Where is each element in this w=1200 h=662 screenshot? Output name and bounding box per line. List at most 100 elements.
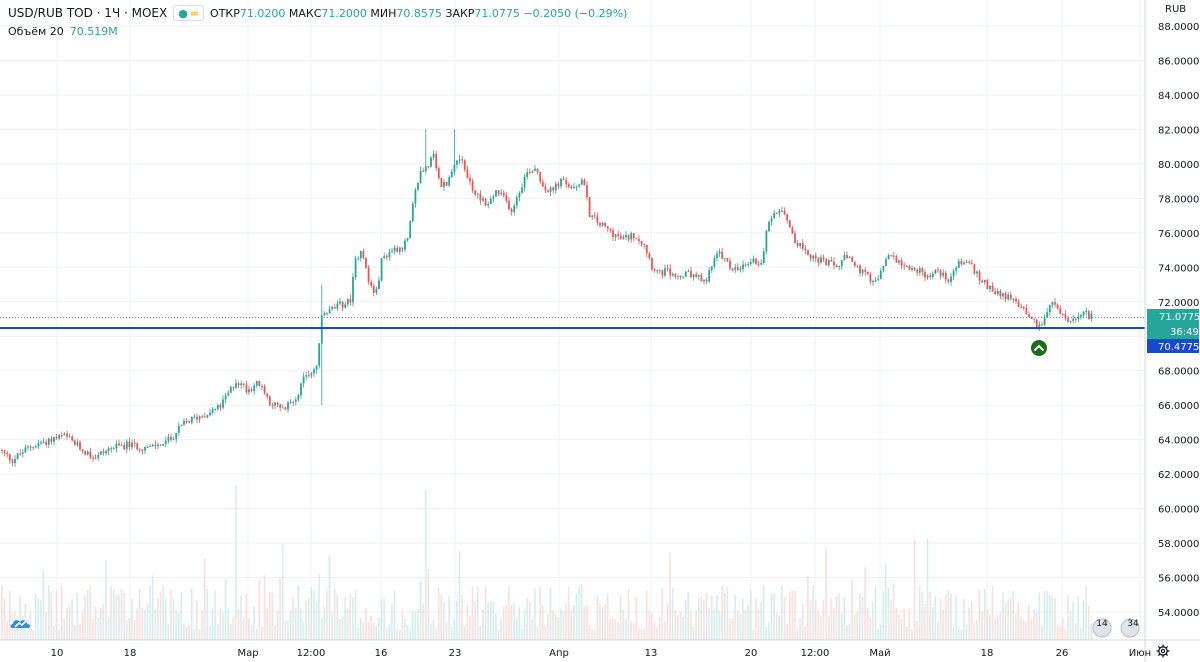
volume-bar (198, 629, 201, 640)
volume-bar (37, 598, 40, 640)
volume-bar (562, 611, 565, 640)
volume-bar (445, 622, 448, 640)
candle-body (601, 222, 604, 226)
candle-body (614, 234, 617, 238)
volume-bar (825, 548, 827, 640)
volume-bar (682, 617, 684, 640)
volume-bar (627, 589, 630, 640)
candle-body (827, 260, 830, 266)
candle-body (565, 179, 568, 185)
volume-bar (872, 602, 874, 640)
candle-body (1043, 317, 1046, 326)
volume-bar (227, 608, 229, 640)
time-tick-label: 23 (449, 648, 462, 659)
candle-body (947, 279, 950, 282)
volume-bar (170, 589, 172, 640)
volume-bar (723, 593, 726, 640)
volume-bar (482, 609, 484, 640)
candle-body (94, 457, 97, 459)
volume-bar (978, 590, 981, 640)
volume-bar (281, 544, 284, 640)
price-tick-label: 60.0000 (1158, 505, 1199, 516)
volume-bar (718, 610, 721, 640)
volume-bar (713, 609, 716, 640)
candle-body (521, 187, 523, 193)
volume-bar (430, 623, 432, 640)
candle-body (489, 198, 492, 204)
candle-body (921, 268, 924, 272)
candle-body (822, 257, 825, 260)
volume-bar (908, 607, 911, 640)
candle-body (955, 267, 958, 271)
symbol-title[interactable]: USD/RUB TOD · 1Ч · MOEX (8, 6, 168, 20)
candle-body (42, 441, 45, 443)
candle-body (900, 260, 903, 266)
candle-body (708, 270, 711, 282)
candle-body (3, 450, 6, 453)
volume-bar (302, 622, 305, 640)
session-icon: ≈ (189, 6, 200, 20)
settings-gear-icon[interactable] (1156, 644, 1170, 658)
candle-body (172, 439, 175, 441)
candle-body (180, 424, 183, 426)
volume-bar (747, 604, 749, 640)
volume-bar (323, 606, 326, 640)
volume-bar (762, 585, 765, 640)
volume-bar (536, 626, 539, 640)
candle-body (383, 256, 386, 259)
candle-body (752, 258, 755, 263)
candle-body (547, 190, 549, 192)
candle-body (656, 270, 659, 272)
volume-bar (736, 609, 739, 640)
time-tick-label: 10 (51, 648, 64, 659)
candle-body (289, 401, 292, 403)
candle-body (1067, 318, 1069, 322)
volume-bar (471, 586, 474, 640)
volume-bar (973, 623, 976, 640)
candle-body (45, 441, 48, 445)
volume-bar (133, 619, 136, 640)
candle-body (531, 170, 534, 173)
candle-body (692, 274, 695, 278)
volume-bar (929, 591, 931, 640)
candle-body (674, 273, 677, 277)
candle-body (562, 178, 565, 180)
candle-body (762, 251, 765, 263)
candle-body (393, 247, 396, 252)
candle-body (791, 227, 794, 234)
volume-bar (614, 618, 617, 640)
volume-bar (1041, 624, 1043, 640)
tradingview-logo-icon[interactable] (10, 616, 32, 632)
price-tick-label: 80.0000 (1158, 160, 1199, 171)
candle-body (645, 244, 648, 254)
time-tick-label: Апр (549, 648, 569, 659)
volume-bar (411, 610, 414, 640)
candle-body (812, 255, 815, 259)
volume-bar (271, 592, 274, 640)
price-badge-countdown: 36:49 (1170, 327, 1199, 338)
candle-body (37, 443, 40, 447)
volume-bar (406, 625, 409, 640)
candle-body (1, 449, 3, 451)
candle-body (796, 243, 799, 247)
candle-body (768, 221, 770, 232)
candle-body (144, 446, 146, 451)
volume-bar (172, 598, 175, 640)
volume-bar (705, 592, 708, 640)
candle-body (950, 276, 952, 282)
candle-body (341, 301, 344, 308)
candle-body (183, 420, 185, 425)
candle-body (1007, 294, 1010, 300)
signal-up-arrow-icon[interactable] (1031, 340, 1047, 356)
candle-body (934, 269, 937, 274)
market-status-indicator[interactable]: ● ≈ (173, 5, 205, 21)
candle-body (963, 262, 965, 265)
candle-body (336, 303, 339, 309)
event-badges[interactable]: 14 34 (1092, 618, 1140, 638)
flag-us-icon (1092, 618, 1112, 638)
volume-bar (209, 625, 211, 640)
volume-bar (331, 612, 333, 640)
candle-body (55, 437, 58, 439)
volume-bar (81, 612, 84, 640)
